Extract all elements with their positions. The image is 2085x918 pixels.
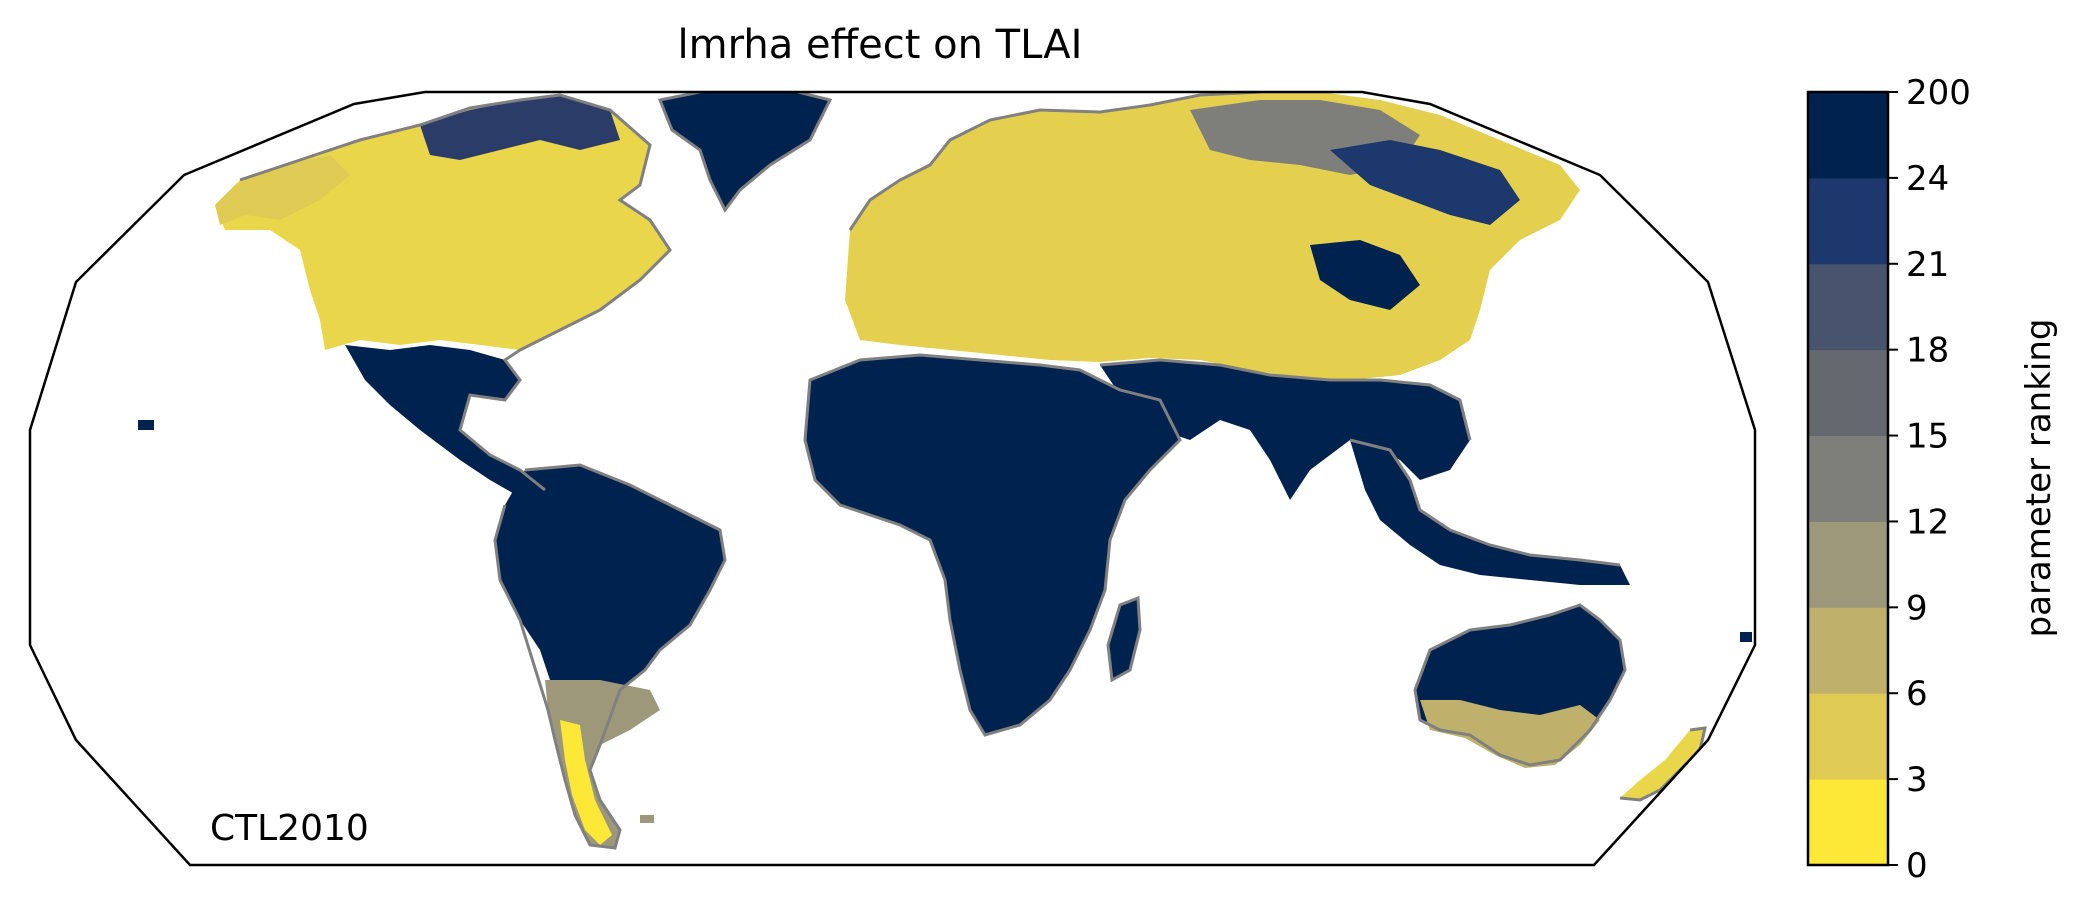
colorbar-block: [1808, 521, 1888, 608]
colorbar-block: [1808, 693, 1888, 780]
greenland-region: [660, 92, 830, 210]
south-america-region: [495, 465, 725, 705]
southeast-asia-region: [1350, 440, 1630, 585]
colorbar-ticks: 0 3 6 9 12 15 18 21 24 200: [1888, 73, 1971, 886]
east-siberia-high-region: [1330, 140, 1520, 225]
central-america-region: [345, 345, 545, 500]
mongolia-high-region: [1310, 240, 1420, 310]
arabia-india-region: [1100, 360, 1470, 500]
colorbar-tick-label: 6: [1906, 674, 1928, 714]
colorbar-block: [1808, 435, 1888, 522]
colorbar-tick-label: 18: [1906, 331, 1949, 371]
colorbar-tick-label: 12: [1906, 502, 1949, 542]
colorbar-block: [1808, 177, 1888, 265]
colorbar-block: [1808, 779, 1888, 866]
australia-south-region: [1420, 700, 1600, 768]
falkland-island: [640, 815, 654, 823]
hawaii-island: [138, 420, 154, 430]
pacific-island: [1740, 632, 1752, 642]
africa-region: [805, 355, 1180, 735]
madagascar-region: [1108, 598, 1140, 680]
colorbar-blocks: [1808, 92, 1888, 866]
north-america-high-arctic: [420, 95, 620, 160]
colorbar-tick-label: 200: [1906, 73, 1971, 113]
colorbar-block: [1808, 607, 1888, 694]
colorbar-tick-label: 9: [1906, 588, 1928, 628]
colorbar-block: [1808, 349, 1888, 437]
colorbar-block: [1808, 263, 1888, 351]
colorbar-tick-label: 15: [1906, 417, 1949, 457]
colorbar-frame: [1806, 90, 1890, 867]
colorbar-tick-label: 0: [1906, 846, 1928, 886]
colorbar-tick-label: 21: [1906, 245, 1949, 285]
colorbar-label: parameter ranking: [2019, 319, 2059, 638]
map-outline: [28, 90, 1757, 867]
map-title: lmrha effect on TLAI: [677, 22, 1083, 68]
colorbar-block: [1808, 92, 1888, 179]
new-zealand-region: [1620, 728, 1705, 800]
colorbar-tick-label: 3: [1906, 760, 1928, 800]
coastlines: [239, 92, 1707, 850]
colorbar-tick-label: 24: [1906, 159, 1949, 199]
alaska-region: [215, 155, 350, 225]
map-data-layer: [138, 92, 1752, 850]
patagonia-region: [560, 720, 612, 845]
colorbar: 0 3 6 9 12 15 18 21 24 200 parameter ranking: [1806, 73, 2059, 886]
corner-label: CTL2010: [210, 808, 369, 849]
